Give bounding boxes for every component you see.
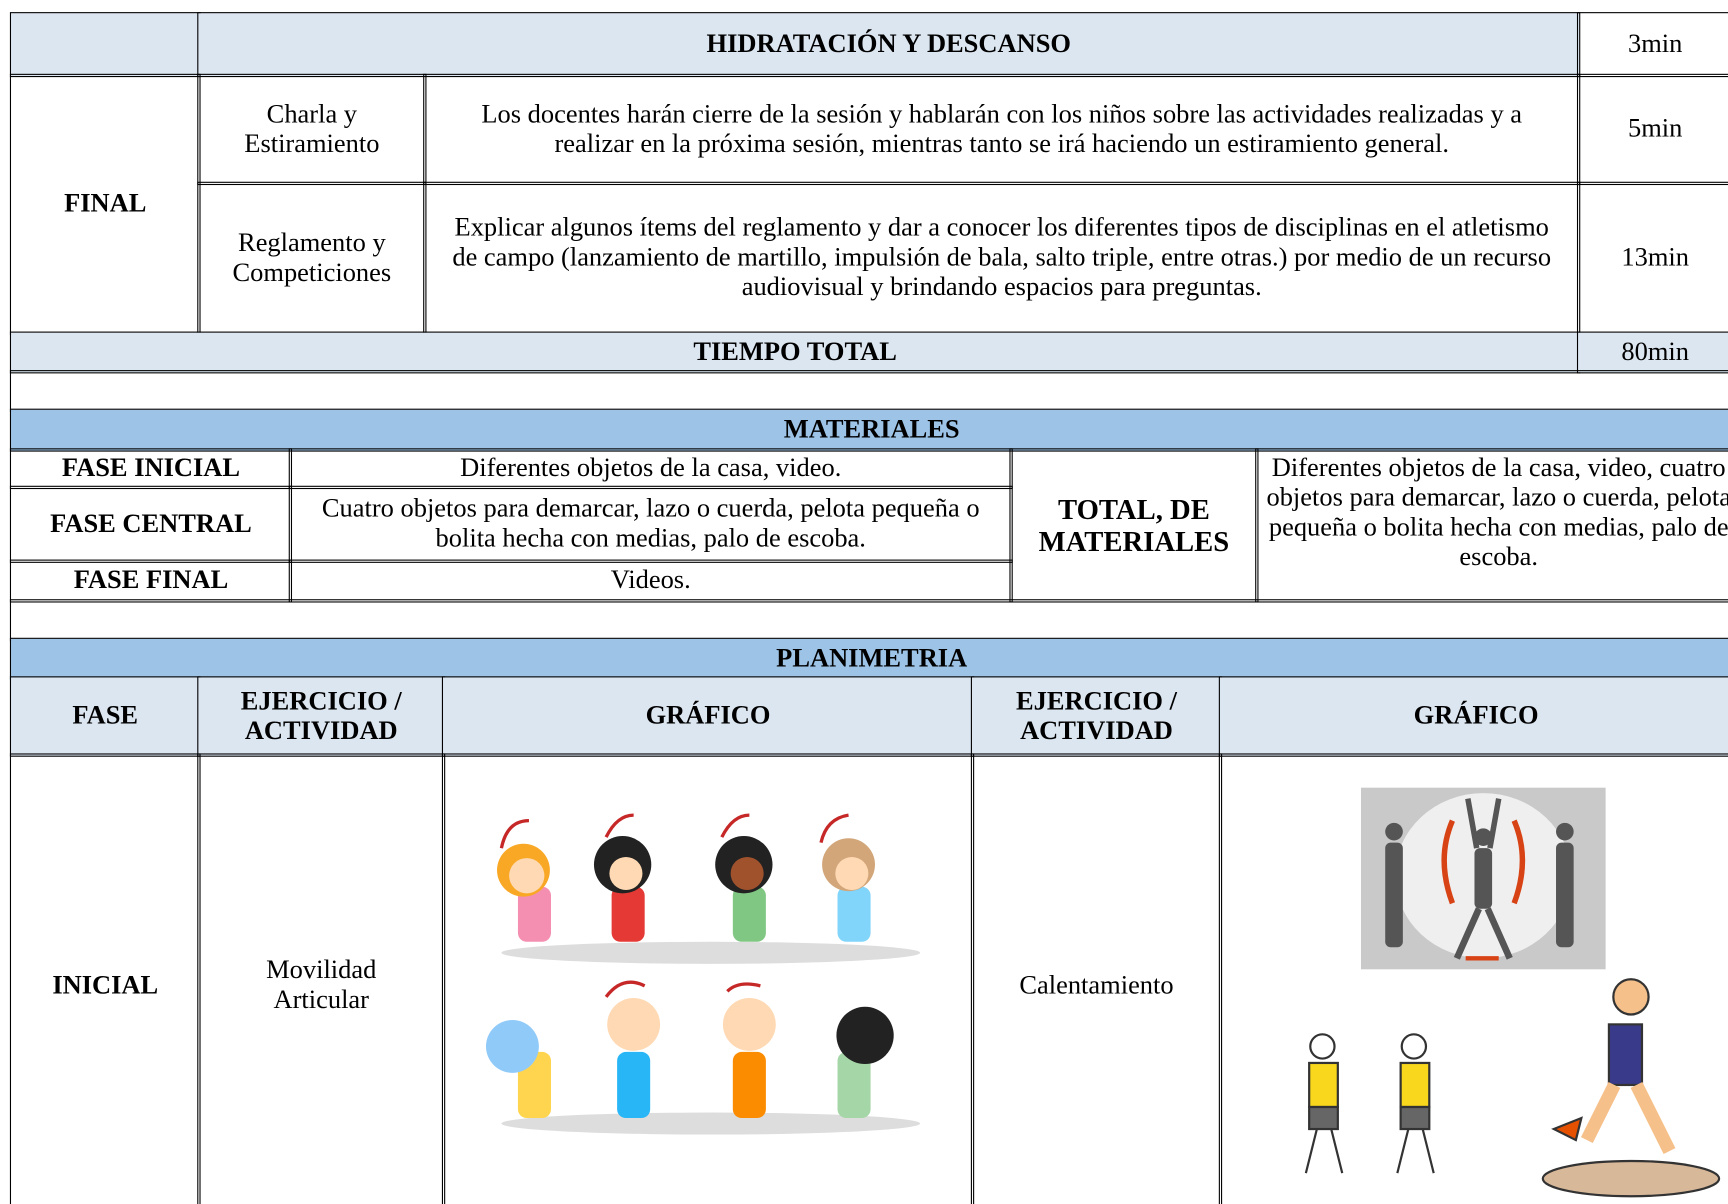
materials-total-label-text: TOTAL, DE MATERIALES <box>1038 493 1230 558</box>
activity-description: Los docentes harán cierre de la sesión y… <box>423 74 1580 185</box>
planimetry-header: FASE <box>10 677 200 756</box>
activity-name-text: Reglamento y Competiciones <box>232 228 392 287</box>
blank-row <box>10 370 1728 412</box>
planimetry-header-text: EJERCICIO / ACTIVIDAD <box>1016 686 1177 746</box>
planimetry-header: GRÁFICO <box>442 677 974 756</box>
planimetry-exercise-text: Movilidad Articular <box>266 956 377 1015</box>
activity-name: Charla y Estiramiento <box>198 74 426 185</box>
activity-time: 13min <box>1577 182 1728 335</box>
materials-title: MATERIALES <box>10 409 1728 451</box>
planimetry-header: EJERCICIO / ACTIVIDAD <box>971 677 1222 756</box>
materials-items: Cuatro objetos para demarcar, lazo o cue… <box>289 486 1012 563</box>
break-label: HIDRATACIÓN Y DESCANSO <box>198 12 1580 77</box>
planimetry-exercise: Calentamiento <box>971 754 1222 1204</box>
planimetry-header: EJERCICIO / ACTIVIDAD <box>198 677 445 756</box>
empty-cell <box>10 12 200 77</box>
kids-illustration <box>485 813 921 1135</box>
blank-row <box>10 600 1728 641</box>
warmup-illustration <box>1304 787 1721 1198</box>
materials-items: Diferentes objetos de la casa, video. <box>289 449 1012 489</box>
materials-items: Videos. <box>289 560 1012 602</box>
materials-total-items: Diferentes objetos de la casa, video, cu… <box>1256 449 1728 602</box>
total-time: 80min <box>1577 332 1728 373</box>
activity-description: Explicar algunos ítems del reglamento y … <box>423 182 1580 335</box>
total-label: TIEMPO TOTAL <box>10 332 1580 373</box>
materials-total-label: TOTAL, DE MATERIALES <box>1010 449 1258 602</box>
materials-phase: FASE INICIAL <box>10 449 292 489</box>
activity-name: Reglamento y Competiciones <box>198 182 426 335</box>
materials-phase: FASE CENTRAL <box>10 486 292 563</box>
activity-name-text: Charla y Estiramiento <box>244 99 380 159</box>
activity-time: 5min <box>1577 74 1728 185</box>
planimetry-phase: INICIAL <box>10 754 200 1204</box>
planimetry-exercise: Movilidad Articular <box>198 754 445 1204</box>
planimetry-title: PLANIMETRIA <box>10 638 1728 679</box>
phase-label: FINAL <box>10 74 200 335</box>
planimetry-header-text: EJERCICIO / ACTIVIDAD <box>240 686 402 746</box>
break-time: 3min <box>1577 12 1728 77</box>
planimetry-header: GRÁFICO <box>1219 677 1728 756</box>
materials-phase: FASE FINAL <box>10 560 292 602</box>
